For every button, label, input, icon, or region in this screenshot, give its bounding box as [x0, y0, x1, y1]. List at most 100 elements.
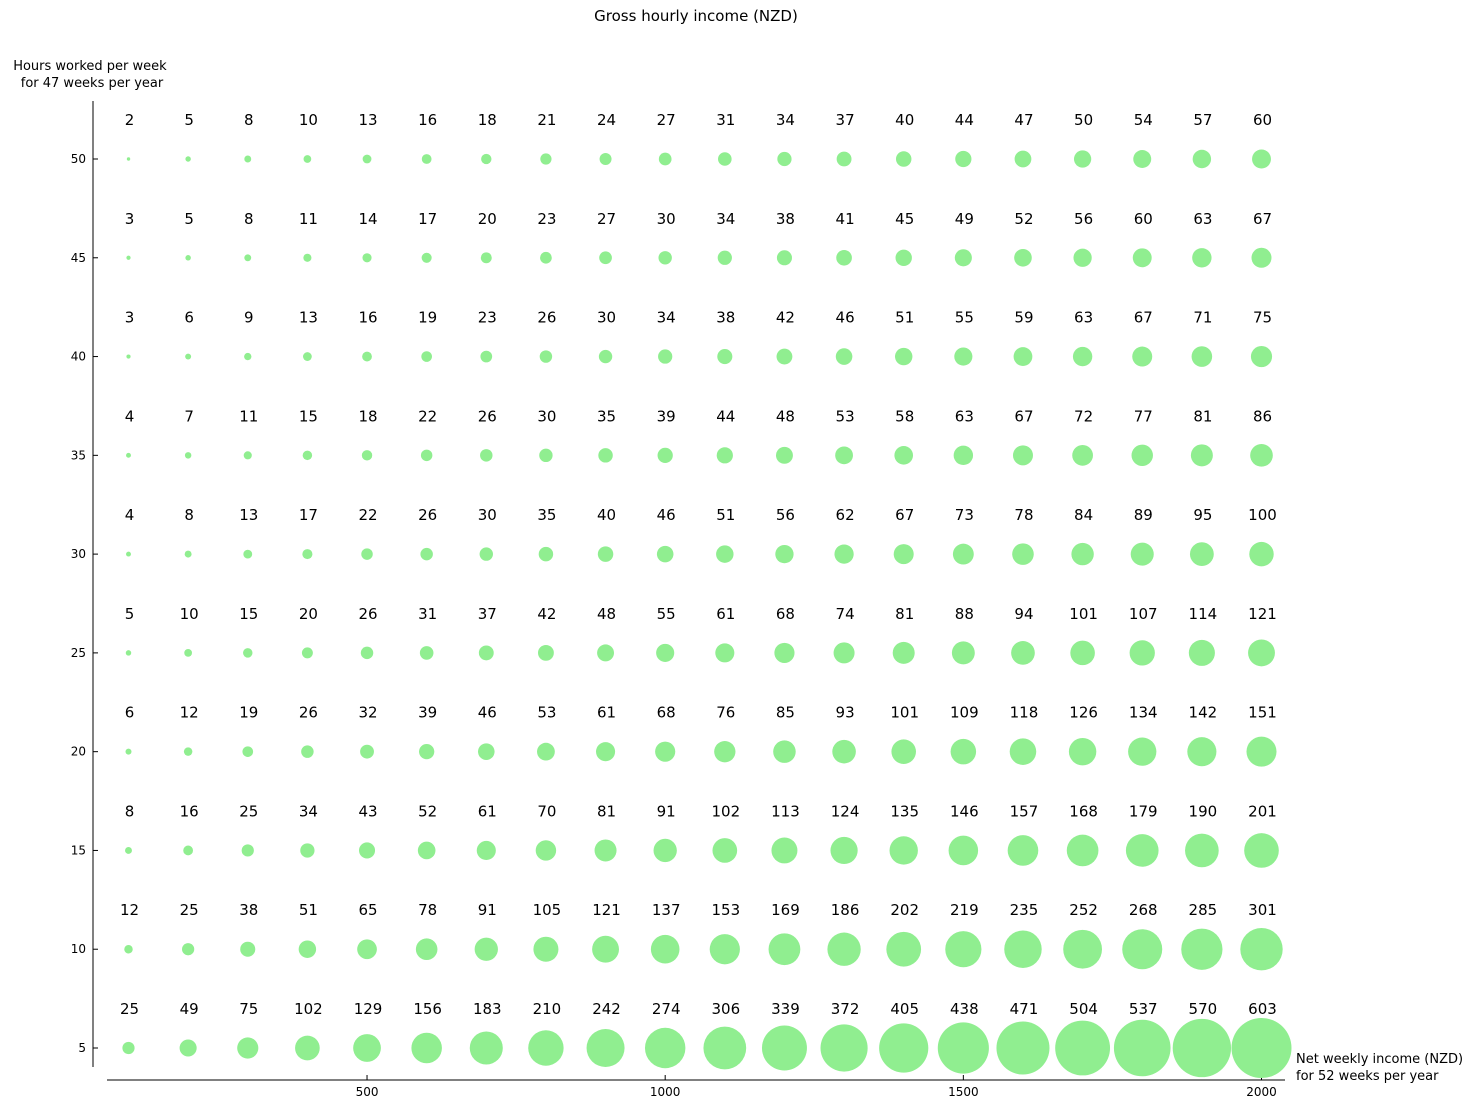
- data-label: 146: [950, 802, 979, 820]
- data-label: 49: [180, 1000, 199, 1018]
- data-label: 75: [1253, 309, 1272, 327]
- bubble: [1252, 149, 1271, 169]
- data-label: 202: [890, 901, 919, 919]
- bubble: [361, 548, 373, 560]
- x-tick-label: 500: [356, 1085, 379, 1099]
- data-label: 19: [418, 309, 437, 327]
- data-label: 16: [418, 111, 437, 129]
- data-label: 72: [1074, 407, 1093, 425]
- bubble: [592, 935, 619, 963]
- bubble: [951, 641, 975, 665]
- bubble: [478, 743, 495, 760]
- bubble: [827, 932, 861, 966]
- bubble: [538, 644, 554, 661]
- data-label: 67: [1253, 210, 1272, 228]
- bubble: [1192, 149, 1212, 169]
- data-label: 6: [184, 309, 194, 327]
- bubble: [656, 643, 675, 662]
- y-tick-label: 45: [71, 251, 86, 265]
- data-label: 86: [1253, 407, 1272, 425]
- data-label: 91: [657, 802, 676, 820]
- bubble: [655, 741, 676, 762]
- data-label: 15: [299, 407, 318, 425]
- data-label: 113: [771, 802, 800, 820]
- data-label: 63: [1074, 309, 1093, 327]
- data-label: 26: [299, 704, 318, 722]
- bubble: [359, 842, 376, 859]
- data-label: 23: [478, 309, 497, 327]
- data-label: 201: [1248, 802, 1277, 820]
- data-label: 14: [358, 210, 377, 228]
- bubble: [179, 1039, 197, 1057]
- data-label: 34: [716, 210, 735, 228]
- bubble: [1129, 640, 1155, 666]
- data-label: 16: [180, 802, 199, 820]
- bubble: [596, 742, 616, 762]
- data-label: 71: [1193, 309, 1212, 327]
- bubble: [183, 747, 193, 756]
- bubble: [996, 1021, 1050, 1075]
- bubbles: [122, 149, 1292, 1078]
- bubble: [820, 1024, 868, 1072]
- data-label: 18: [478, 111, 497, 129]
- data-label: 67: [1134, 309, 1153, 327]
- bubble: [586, 1028, 625, 1068]
- bubble: [1185, 833, 1219, 868]
- data-label: 157: [1010, 802, 1039, 820]
- data-label: 114: [1189, 605, 1218, 623]
- data-label: 25: [120, 1000, 139, 1018]
- bubble: [1072, 444, 1093, 466]
- bubble: [126, 157, 131, 161]
- bubble: [353, 1034, 381, 1062]
- data-label: 30: [657, 210, 676, 228]
- bubble: [775, 544, 794, 564]
- bubble: [599, 251, 612, 265]
- bubble: [535, 840, 557, 861]
- data-label: 34: [657, 309, 676, 327]
- data-label: 81: [1193, 407, 1212, 425]
- bubble: [1012, 445, 1033, 466]
- data-label: 186: [831, 901, 860, 919]
- data-label: 38: [776, 210, 795, 228]
- bubble: [716, 545, 734, 563]
- data-label: 301: [1248, 901, 1277, 919]
- data-label: 26: [478, 407, 497, 425]
- data-label: 27: [657, 111, 676, 129]
- y-axis-label-line-1: Hours worked per week: [13, 59, 167, 74]
- bubble: [1132, 248, 1152, 268]
- bubble: [598, 448, 613, 463]
- data-label: 68: [776, 605, 795, 623]
- bubble: [893, 544, 914, 565]
- data-label: 169: [771, 901, 800, 919]
- bubble: [1190, 444, 1213, 467]
- data-label: 50: [1074, 111, 1093, 129]
- bubble: [303, 155, 312, 163]
- data-label: 62: [836, 506, 855, 524]
- data-label: 56: [776, 506, 795, 524]
- data-label: 70: [537, 802, 556, 820]
- data-label: 61: [597, 704, 616, 722]
- bubble: [126, 452, 131, 458]
- data-label: 156: [413, 1000, 442, 1018]
- data-label: 37: [478, 605, 497, 623]
- data-label: 12: [120, 901, 139, 919]
- data-label: 21: [537, 111, 556, 129]
- data-label: 10: [299, 111, 318, 129]
- bubble: [1014, 150, 1032, 168]
- data-label: 27: [597, 210, 616, 228]
- bubble: [301, 745, 314, 758]
- bubble: [1132, 346, 1153, 367]
- bubble: [644, 1027, 686, 1069]
- bubble: [302, 352, 312, 361]
- bubble: [1250, 345, 1273, 368]
- bubble: [124, 944, 133, 954]
- bubble: [836, 151, 852, 167]
- data-label: 151: [1248, 704, 1277, 722]
- data-label: 603: [1248, 1000, 1277, 1018]
- data-label: 78: [418, 901, 437, 919]
- data-label: 54: [1134, 111, 1153, 129]
- data-label: 53: [836, 407, 855, 425]
- bubble: [480, 449, 493, 462]
- bubble: [479, 547, 493, 561]
